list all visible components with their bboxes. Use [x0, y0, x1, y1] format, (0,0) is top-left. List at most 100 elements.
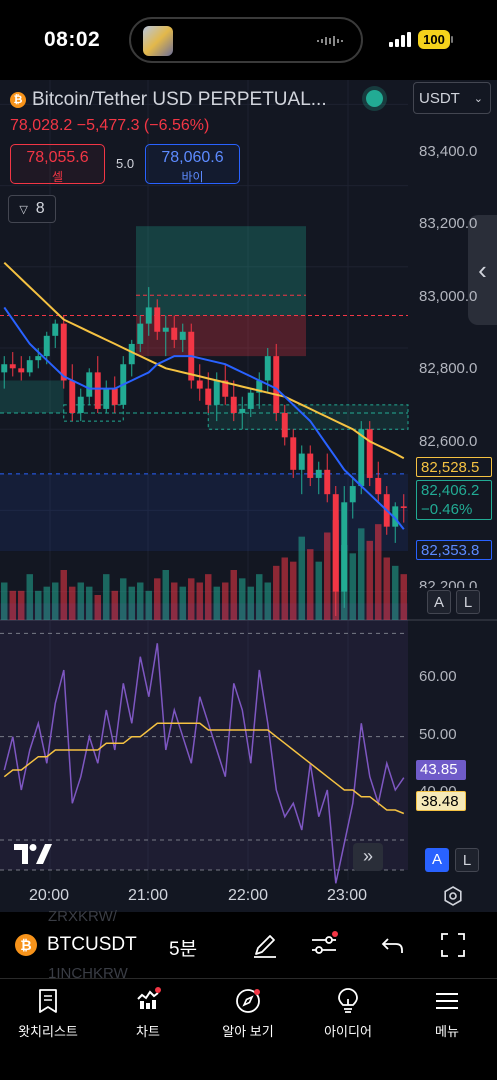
volume-bar: [256, 574, 263, 620]
chart-settings-icon[interactable]: [443, 886, 463, 906]
bitcoin-icon: ₿: [10, 92, 26, 108]
undo-icon[interactable]: [378, 930, 408, 960]
nav-chart[interactable]: 차트: [98, 987, 198, 1040]
market-open-indicator: [366, 90, 383, 107]
nav-label: 메뉴: [435, 1024, 459, 1039]
now-playing-thumbnail: [143, 26, 173, 56]
rsi-log-scale-button[interactable]: L: [455, 848, 479, 872]
candle-body: [154, 307, 161, 332]
candle-body: [162, 327, 169, 332]
nav-ideas[interactable]: 아이디어: [298, 987, 398, 1040]
range-zone: [0, 380, 64, 413]
ma-yellow-line: [3, 261, 405, 460]
fullscreen-icon[interactable]: [438, 930, 468, 960]
current-change-percent: −0.46%: [421, 501, 473, 518]
volume-bar: [383, 557, 390, 620]
indicators-toggle-button[interactable]: ▽ 8: [8, 195, 56, 223]
candle-body: [128, 343, 135, 365]
chart-toolbar: ZRXKRW/ 1INCHKRW ₿ BTCUSDT 5분: [0, 908, 497, 982]
buy-price: 78,060.6: [161, 149, 224, 166]
nav-menu[interactable]: 메뉴: [397, 987, 497, 1040]
nav-explore[interactable]: 알아 보기: [198, 987, 298, 1040]
change-percent: (−6.56%): [143, 117, 210, 134]
volume-bar: [196, 582, 203, 620]
candle-body: [307, 453, 314, 478]
volume-bar: [77, 582, 84, 620]
last-price-value: 78,028.2: [10, 117, 73, 134]
volume-bar: [281, 557, 288, 620]
symbol-search-button[interactable]: BTCUSDT: [47, 934, 137, 955]
rsi-ma-line: [3, 722, 405, 815]
auto-scale-button[interactable]: A: [427, 590, 451, 614]
rsi-auto-scale-button[interactable]: A: [425, 848, 449, 872]
nav-watchlist[interactable]: 왓치리스트: [0, 987, 98, 1040]
indicators-icon[interactable]: [309, 930, 339, 960]
candle-body: [52, 323, 59, 336]
price-chart[interactable]: [0, 80, 497, 912]
chevron-left-icon: ‹: [478, 254, 487, 285]
interval-button[interactable]: 5분: [169, 939, 198, 960]
volume-bar: [247, 586, 254, 620]
log-scale-button[interactable]: L: [456, 590, 480, 614]
time-axis-label: 20:00: [29, 887, 70, 904]
nav-label: 차트: [136, 1024, 160, 1039]
volume-bar: [366, 540, 373, 620]
candle-body: [256, 380, 263, 393]
hamburger-menu-icon: [436, 993, 458, 1009]
candle-body: [349, 486, 356, 503]
volume-bar: [392, 565, 399, 620]
volume-bar: [60, 570, 67, 620]
rsi-axis-label: 50.00: [419, 726, 457, 743]
chart-area[interactable]: ₿ Bitcoin/Tether USD PERPETUAL... USDT ⌄…: [0, 80, 497, 912]
volume-bar: [324, 532, 331, 620]
position-loss-zone: [136, 315, 306, 357]
scroll-to-realtime-button[interactable]: »: [353, 843, 383, 871]
dynamic-island[interactable]: [129, 17, 363, 63]
currency-select[interactable]: USDT ⌄: [413, 82, 491, 114]
volume-bar: [239, 578, 246, 620]
sell-button[interactable]: 78,055.6 셀: [10, 144, 105, 184]
candle-body: [69, 380, 76, 413]
volume-bar: [179, 586, 186, 620]
volume-bar: [358, 528, 365, 620]
symbol-header[interactable]: ₿ Bitcoin/Tether USD PERPETUAL...: [10, 89, 327, 111]
indicators-count: 8: [35, 200, 45, 217]
current-price: 82,406.2: [421, 482, 480, 499]
candle-body: [103, 388, 110, 409]
rsi-axis-label: 60.00: [419, 668, 457, 685]
volume-bar: [154, 578, 161, 620]
highlight-band: [0, 473, 408, 552]
candle-body: [358, 429, 365, 487]
candle-body: [341, 502, 348, 592]
candle-body: [366, 429, 373, 478]
battery-icon: 100: [418, 30, 450, 49]
volume-bar: [205, 574, 212, 620]
bottom-navigation: 왓치리스트 차트 알아 보기 아이디어 메뉴: [0, 978, 497, 1080]
change-value: −5,477.3: [76, 117, 140, 134]
bitcoin-icon: ₿: [15, 934, 37, 956]
time-axis-label: 21:00: [128, 887, 169, 904]
volume-bar: [349, 553, 356, 620]
buy-button[interactable]: 78,060.6 바이: [145, 144, 240, 184]
volume-bar: [298, 536, 305, 620]
symbol-title[interactable]: Bitcoin/Tether USD PERPETUAL...: [32, 89, 327, 110]
candle-body: [137, 323, 144, 344]
drawing-tools-icon[interactable]: [250, 930, 280, 960]
candle-body: [392, 506, 399, 527]
candle-body: [179, 331, 186, 340]
sell-label: 셀: [51, 170, 64, 184]
price-axis-label: 82,600.0: [419, 433, 478, 450]
candle-body: [86, 372, 93, 397]
side-panel-handle[interactable]: ‹: [468, 215, 497, 325]
tradingview-logo-icon: [14, 844, 52, 864]
nav-label: 알아 보기: [222, 1024, 274, 1039]
candle-body: [230, 396, 237, 413]
volume-bar: [162, 570, 169, 620]
volume-bar: [230, 570, 237, 620]
candle-body: [324, 469, 331, 495]
nav-label: 아이디어: [324, 1024, 372, 1039]
volume-bar: [145, 590, 152, 620]
price-axis-label: 82,800.0: [419, 360, 478, 377]
background-symbol-text: 1INCHKRW: [48, 965, 128, 982]
compass-icon: [236, 989, 260, 1013]
